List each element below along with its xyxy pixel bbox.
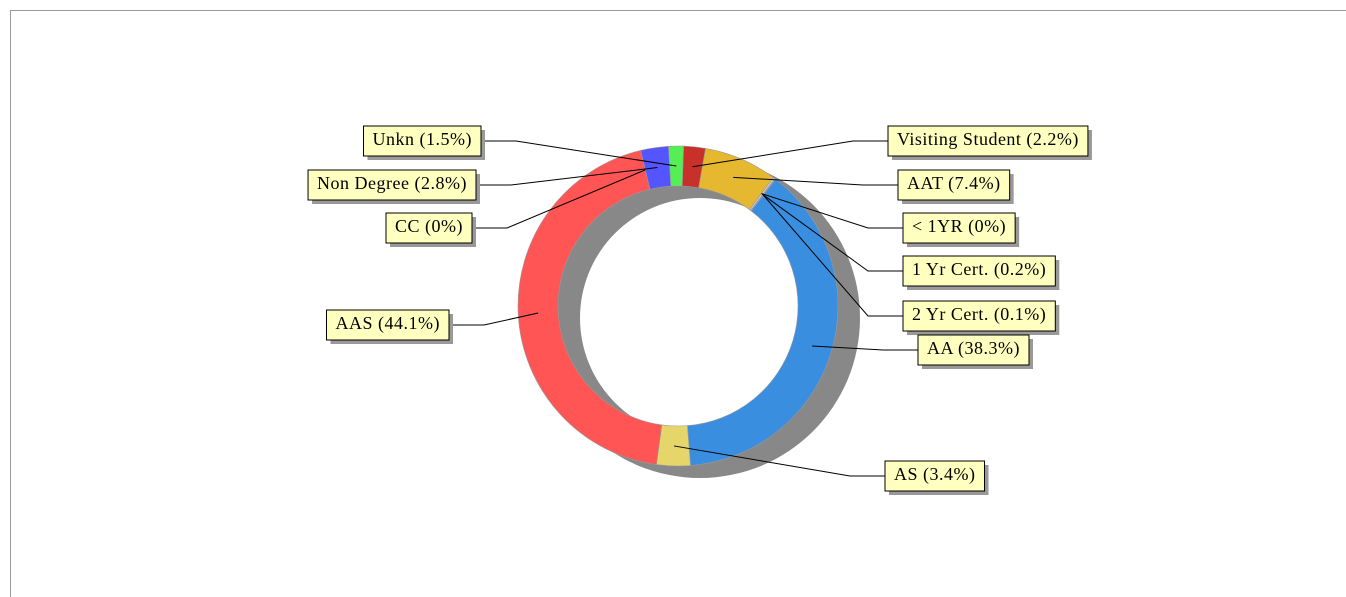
slice [687,178,839,466]
slice-label: Non Degree (2.8%) [317,173,467,194]
leader-line [476,167,658,186]
leader-line [762,194,903,317]
leader-line [481,140,677,167]
slice-label: AA (38.3%) [927,338,1020,359]
label-box [363,125,482,157]
slice-label: 1 Yr Cert. (0.2%) [912,259,1046,280]
label-box [326,309,450,341]
slice-label: CC (0%) [395,216,463,237]
label-box [884,460,985,492]
label-box [385,212,473,244]
leader-line [761,193,903,229]
label-layer: Visiting Student (2.2%) AAT (7.4%) < 1YR (… [307,125,1092,495]
slice-label: Unkn (1.5%) [373,129,472,150]
slice-label: < 1YR (0%) [912,216,1006,237]
label-box [902,300,1056,332]
leader-line [692,140,888,168]
leader-line [812,345,918,351]
leader-line [733,176,898,186]
slice-label: 2 Yr Cert. (0.1%) [912,304,1046,325]
slice-label: Visiting Student (2.2%) [897,129,1079,150]
label-box [307,169,477,201]
slice-label: AAS (44.1%) [336,313,441,334]
label-box [887,125,1089,157]
leader-line [472,169,646,229]
slice-label: AAT (7.4%) [907,173,1001,194]
label-box [902,255,1056,287]
slice-label: AS (3.4%) [894,464,976,485]
label-box [897,169,1011,201]
leader-line [761,193,903,272]
leader-line [673,445,885,477]
leader-line [449,312,539,326]
slice [656,424,691,467]
slice-layer [517,145,839,467]
label-box [902,212,1016,244]
label-box [917,334,1030,366]
slice [517,150,663,465]
